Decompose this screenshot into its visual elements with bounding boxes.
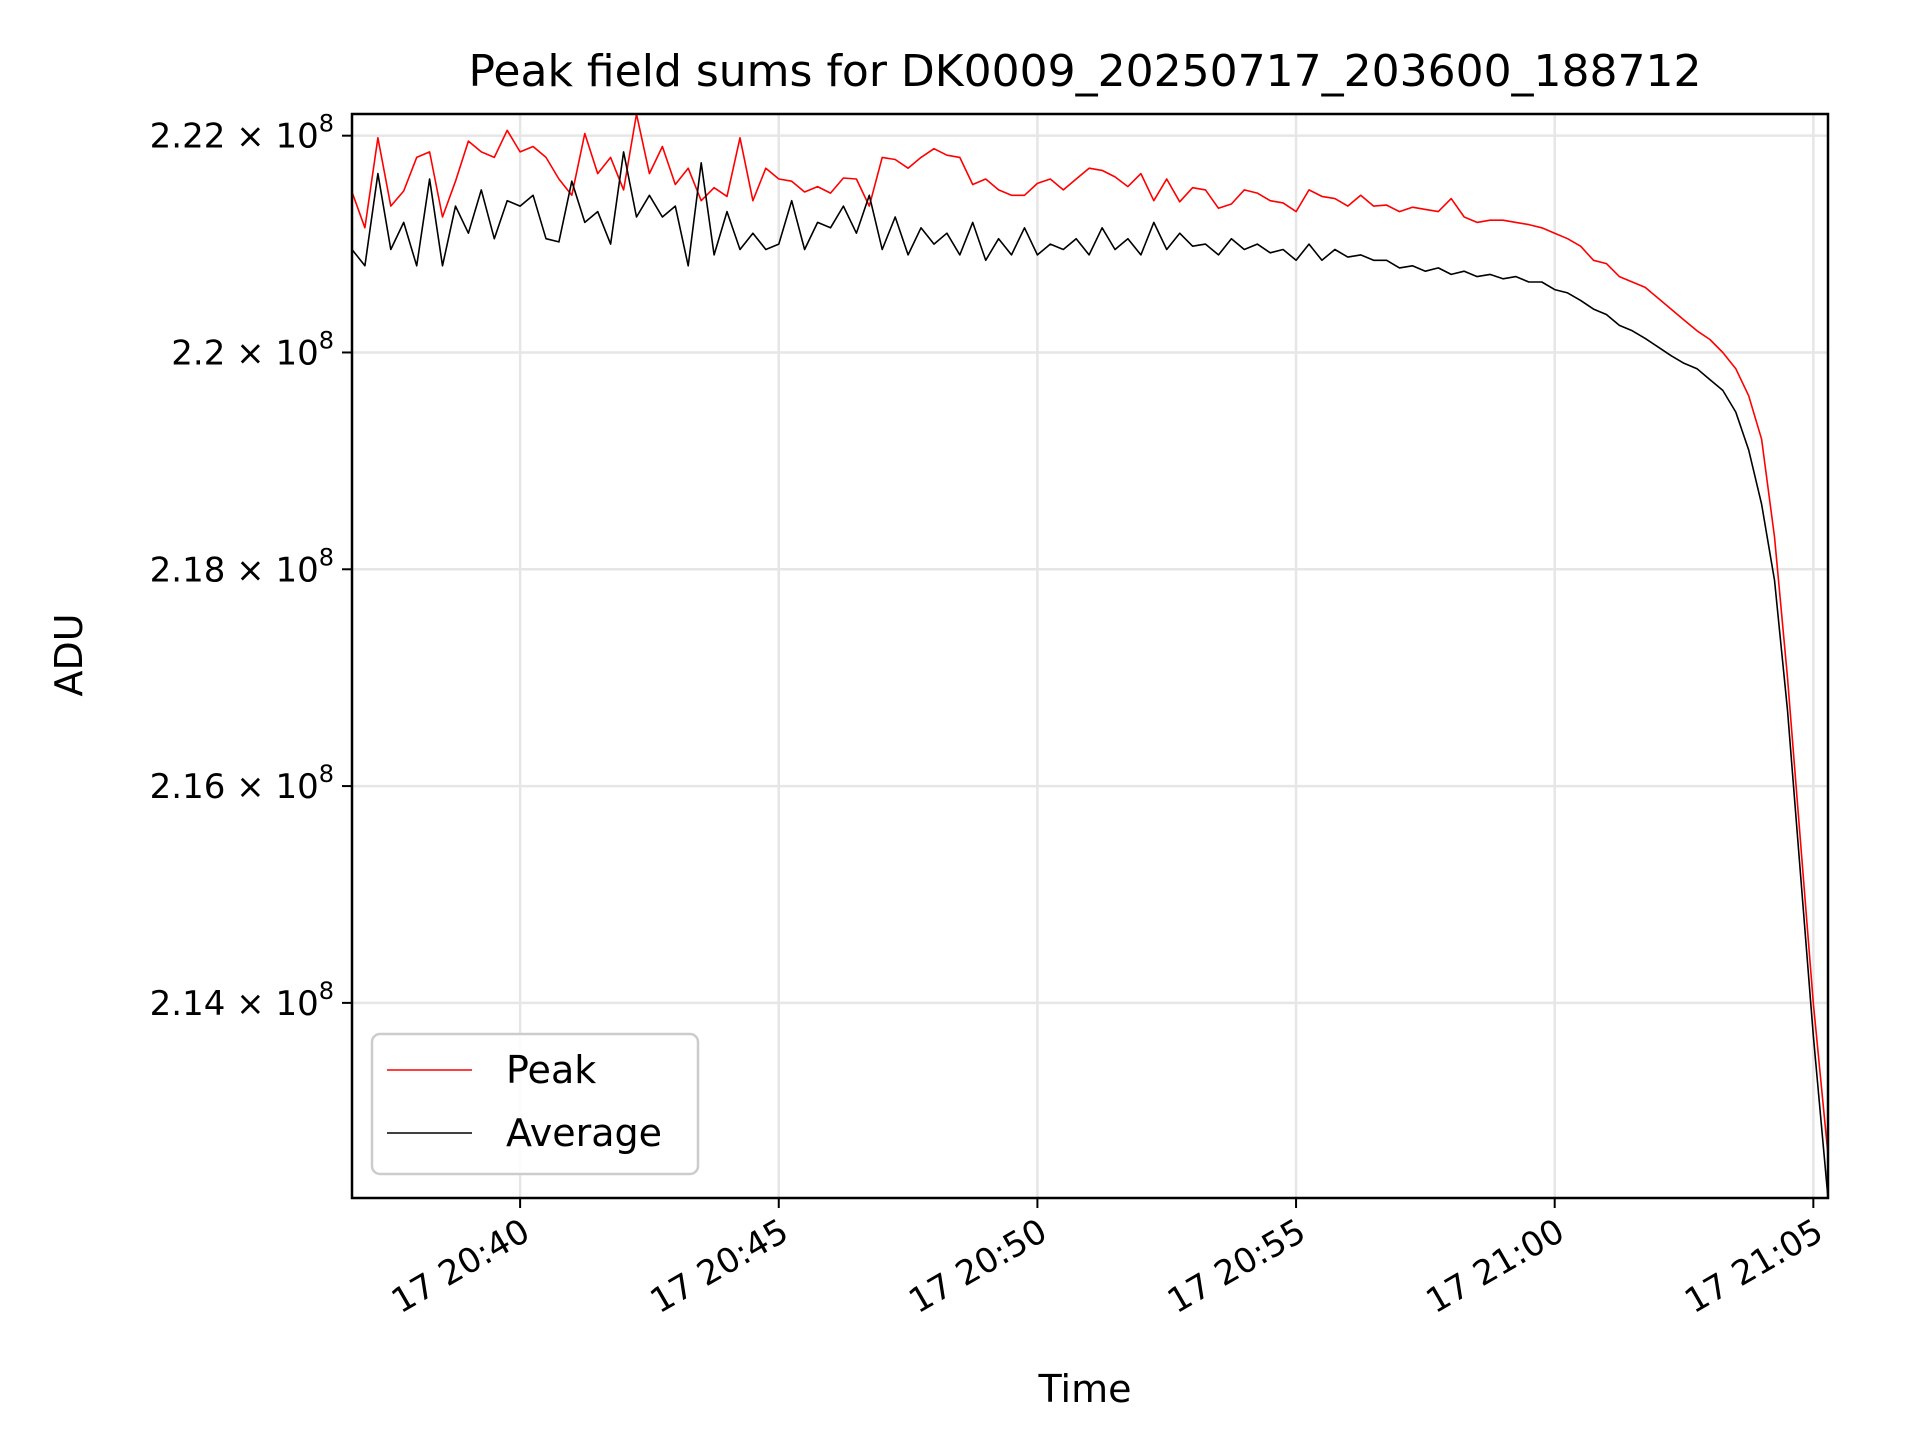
series-layer [351,113,1829,1199]
y-tick-label: 2.22 × 108 [150,110,334,157]
legend-label-peak: Peak [506,1048,596,1092]
y-tick-label: 2.16 × 108 [150,760,334,807]
y-tick-label: 2.14 × 108 [150,977,334,1024]
y-tick-label: 2.2 × 108 [171,326,334,373]
y-axis-label: ADU [47,613,91,696]
legend: Peak Average [370,1032,700,1176]
grid [352,114,1828,1198]
x-axis-label: Time [1038,1367,1132,1411]
series-line-peak [351,113,1829,1155]
legend-label-average: Average [506,1111,662,1155]
series-line-average [351,151,1829,1199]
chart-title: Peak field sums for DK0009_20250717_2036… [468,46,1701,97]
plot-frame [350,112,1830,1200]
legend-box [370,1032,700,1176]
y-tick-label: 2.18 × 108 [150,543,334,590]
y-ticks: 2.22 × 108 2.2 × 108 2.18 × 108 2.16 × 108 2… [150,110,352,1024]
